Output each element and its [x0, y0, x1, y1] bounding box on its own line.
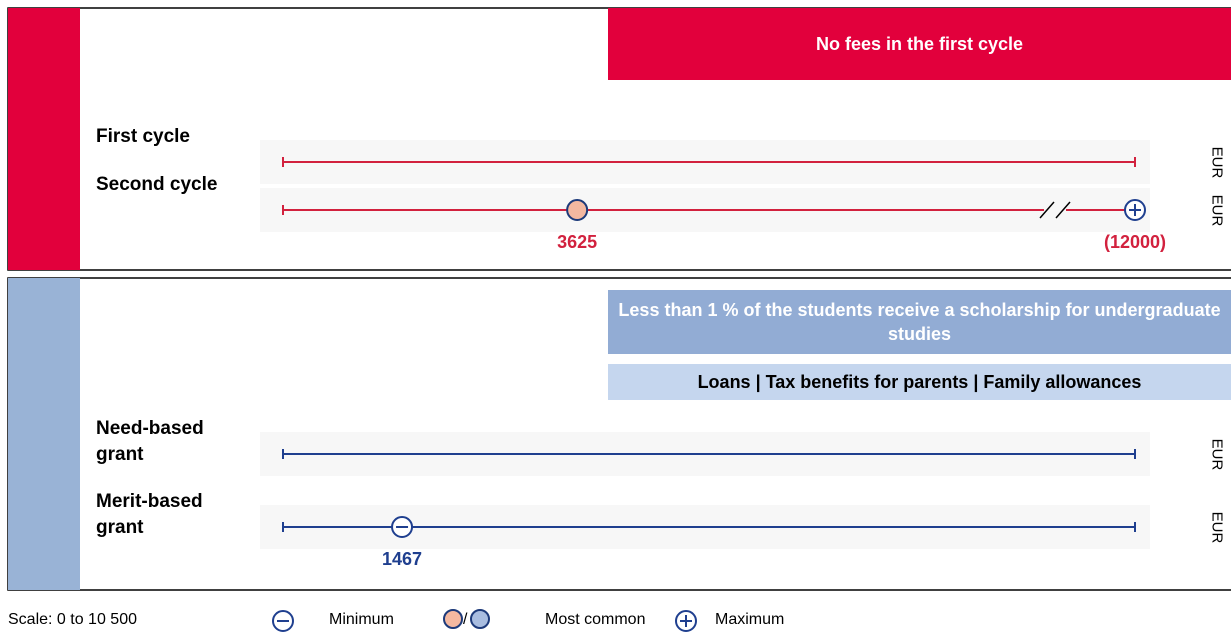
row-label: Second cycle — [96, 174, 218, 195]
legend-separator: / — [463, 611, 468, 628]
row-label: First cycle — [96, 126, 190, 147]
legend-most-common-icon — [470, 609, 490, 629]
scale-break — [1039, 201, 1055, 219]
row-label: Merit-based grant — [96, 491, 203, 538]
value-label: 3625 — [557, 232, 598, 252]
note: No fees in the first cycle — [608, 8, 1231, 80]
scale-break-gap — [1044, 202, 1066, 218]
minimum-marker — [391, 516, 414, 538]
legend-label: Maximum — [715, 611, 785, 628]
section-band — [8, 278, 80, 590]
most-common-marker — [566, 199, 589, 221]
note: Loans | Tax benefits for parents | Famil… — [608, 364, 1231, 400]
note: Less than 1 % of the students receive a … — [608, 290, 1231, 354]
legend-most-common-icon — [443, 609, 463, 629]
legend-label: Minimum — [329, 611, 394, 628]
value-label: (12000) — [1103, 232, 1167, 252]
maximum-marker — [1124, 199, 1146, 221]
scale-label: Scale: 0 to 10 500 — [8, 611, 137, 628]
unit: EUR — [1208, 511, 1226, 544]
legend-maximum-icon — [675, 610, 697, 632]
legend-label: Most common — [545, 611, 646, 628]
unit: EUR — [1208, 194, 1226, 227]
value-label: 1467 — [382, 549, 423, 569]
unit: EUR — [1208, 438, 1226, 471]
scale-break — [1055, 201, 1071, 219]
row-label: Need-based grant — [96, 418, 204, 465]
unit: EUR — [1208, 146, 1226, 179]
section-band — [8, 8, 80, 270]
legend-minimum-icon — [272, 610, 294, 632]
